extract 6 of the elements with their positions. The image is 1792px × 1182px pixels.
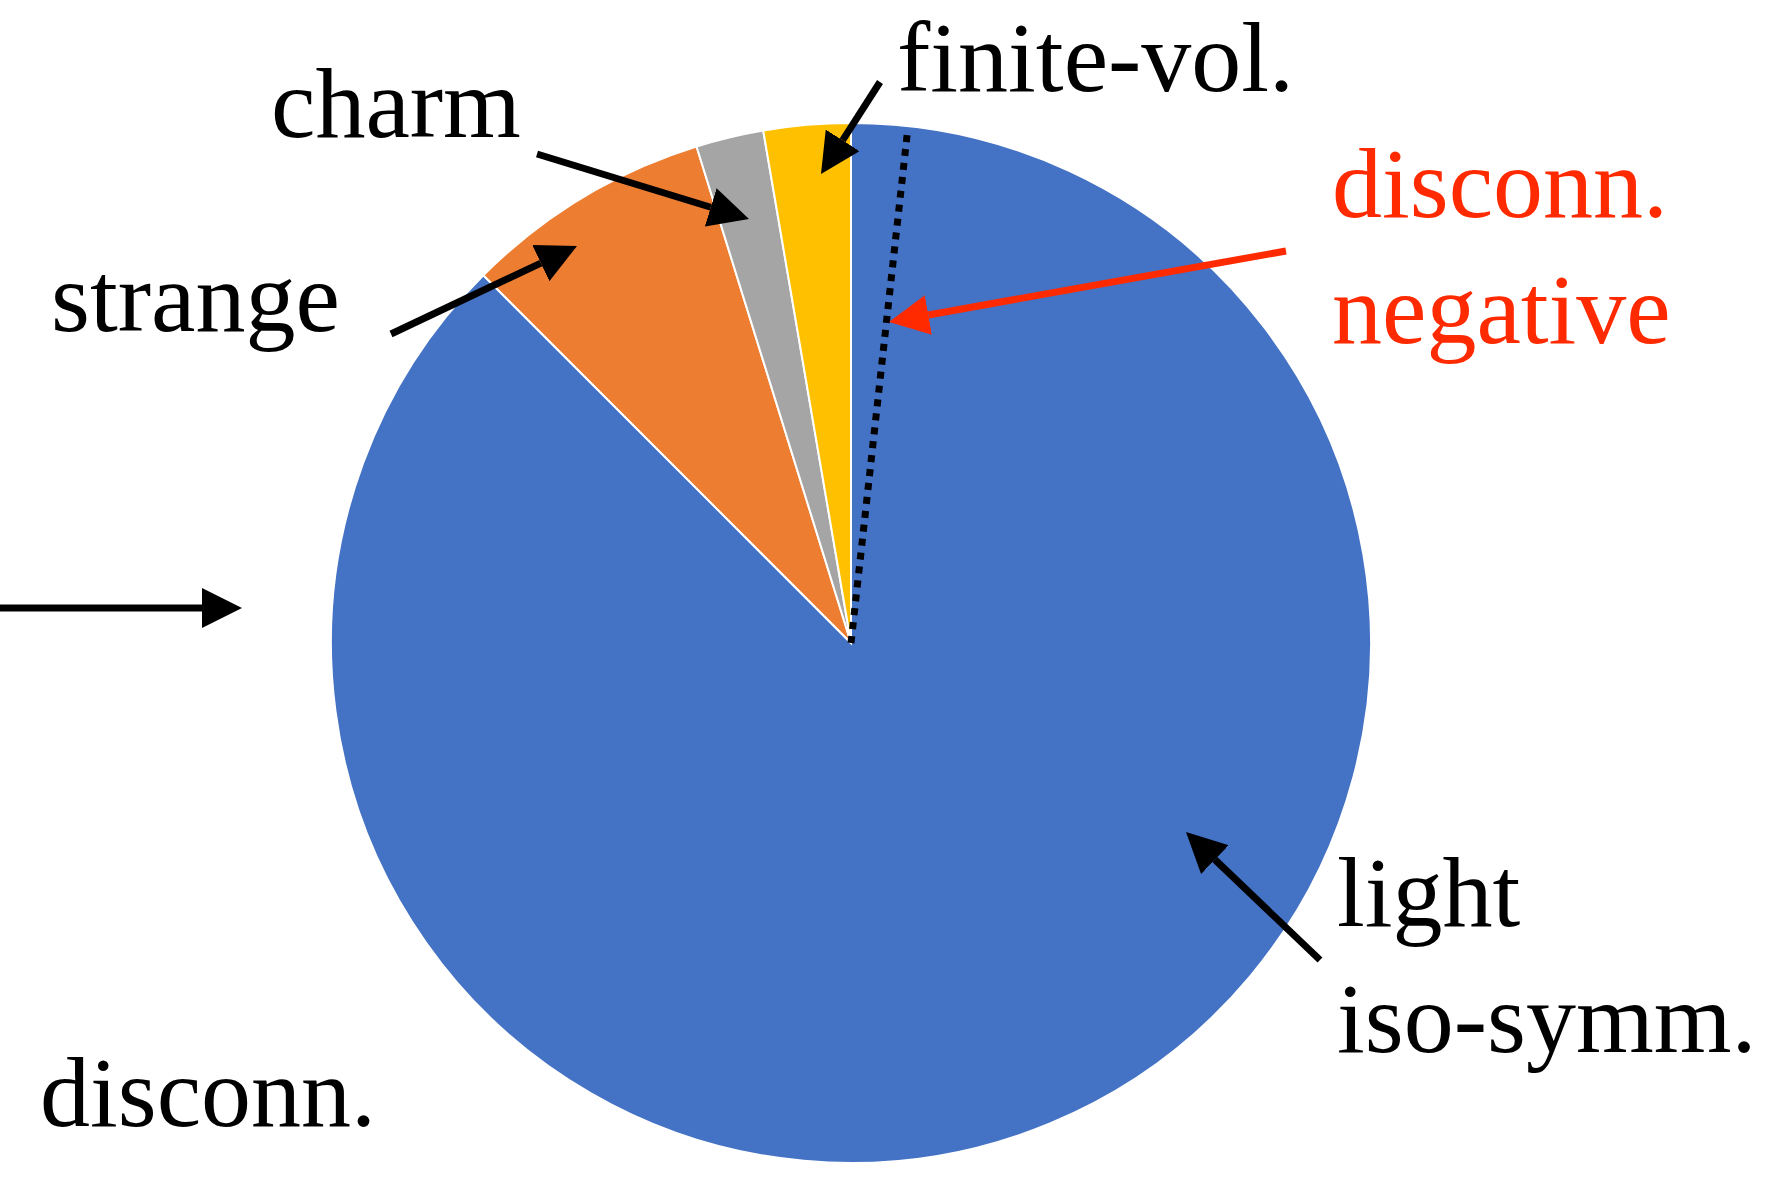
- text: disconn. negative: [1332, 128, 1671, 365]
- slice-label: light iso-symm.: [1337, 837, 1757, 1074]
- slice-label: charm: [271, 48, 521, 159]
- slice-label: finite-vol.: [897, 2, 1295, 113]
- text: disconn.: [40, 1037, 377, 1148]
- slice-label: strange: [51, 242, 340, 353]
